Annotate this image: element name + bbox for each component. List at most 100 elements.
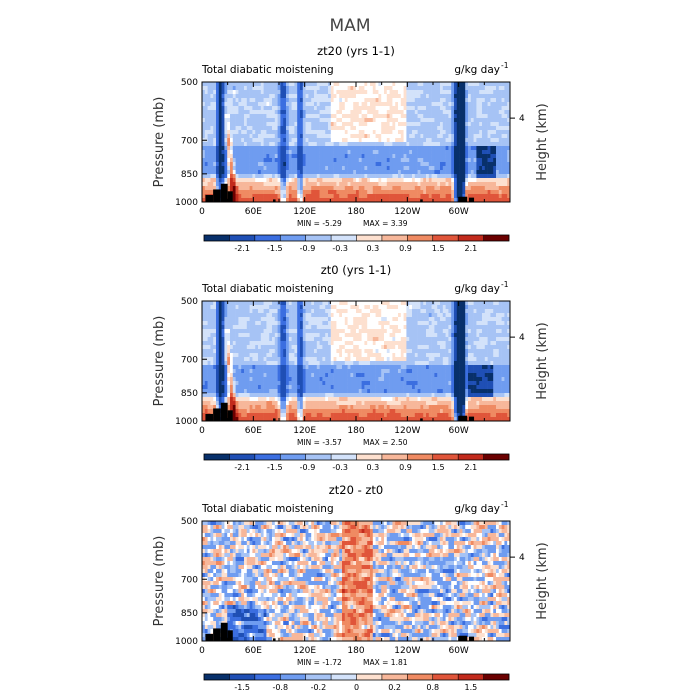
- heatmap-cell: [462, 82, 466, 87]
- heatmap-cell: [333, 182, 337, 187]
- heatmap-cell: [328, 337, 332, 342]
- heatmap-cell: [314, 142, 318, 147]
- heatmap-cell: [302, 337, 306, 342]
- heatmap-cell: [221, 126, 225, 131]
- heatmap-cell: [272, 313, 276, 318]
- heatmap-cell: [482, 110, 486, 115]
- heatmap-cell: [308, 142, 312, 147]
- heatmap-cell: [288, 349, 292, 354]
- heatmap-cell: [473, 198, 477, 203]
- heatmap-cell: [216, 309, 220, 314]
- heatmap-cell: [395, 158, 399, 163]
- heatmap-cell: [501, 86, 505, 91]
- heatmap-cell: [272, 174, 276, 179]
- heatmap-cell: [269, 122, 273, 127]
- heatmap-cell: [336, 102, 340, 107]
- heatmap-cell: [302, 357, 306, 362]
- heatmap-cell: [316, 146, 320, 151]
- heatmap-cell: [274, 162, 278, 167]
- heatmap-cell: [367, 194, 371, 199]
- heatmap-cell: [252, 102, 256, 107]
- heatmap-cell: [328, 106, 332, 111]
- heatmap-cell: [302, 313, 306, 318]
- heatmap-cell: [392, 146, 396, 151]
- heatmap-cell: [294, 309, 298, 314]
- heatmap-cell: [386, 94, 390, 99]
- heatmap-cell: [459, 98, 463, 103]
- heatmap-cell: [470, 90, 474, 95]
- heatmap-cell: [291, 114, 295, 119]
- heatmap-cell: [358, 158, 362, 163]
- heatmap-cell: [406, 110, 410, 115]
- heatmap-cell: [381, 341, 385, 346]
- heatmap-cell: [361, 150, 365, 155]
- heatmap-cell: [423, 317, 427, 322]
- heatmap-cell: [364, 170, 368, 175]
- heatmap-cell: [356, 138, 360, 143]
- heatmap-cell: [283, 162, 287, 167]
- heatmap-cell: [342, 122, 346, 127]
- heatmap-cell: [498, 174, 502, 179]
- heatmap-cell: [232, 190, 236, 195]
- heatmap-cell: [493, 178, 497, 183]
- heatmap-cell: [227, 321, 231, 326]
- heatmap-cell: [291, 325, 295, 330]
- heatmap-cell: [311, 98, 315, 103]
- y-tick-label: 700: [181, 136, 198, 146]
- heatmap-cell: [431, 138, 435, 143]
- heatmap-cell: [434, 198, 438, 203]
- heatmap-cell: [400, 305, 404, 310]
- heatmap-cell: [389, 154, 393, 159]
- heatmap-cell: [381, 182, 385, 187]
- heatmap-cell: [476, 313, 480, 318]
- heatmap-cell: [400, 118, 404, 123]
- heatmap-cell: [482, 178, 486, 183]
- heatmap-cell: [213, 186, 217, 191]
- heatmap-cell: [227, 138, 231, 143]
- heatmap-cell: [305, 98, 309, 103]
- heatmap-cell: [367, 174, 371, 179]
- heatmap-cell: [414, 114, 418, 119]
- heatmap-cell: [409, 130, 413, 135]
- heatmap-cell: [319, 337, 323, 342]
- heatmap-cell: [308, 86, 312, 91]
- heatmap-cell: [216, 98, 220, 103]
- heatmap-cell: [302, 106, 306, 111]
- heatmap-cell: [263, 353, 267, 358]
- heatmap-cell: [272, 114, 276, 119]
- heatmap-cell: [392, 94, 396, 99]
- heatmap-cell: [202, 150, 206, 155]
- heatmap-cell: [230, 321, 234, 326]
- heatmap-cell: [244, 154, 248, 159]
- heatmap-cell: [255, 198, 259, 203]
- heatmap-cell: [459, 102, 463, 107]
- heatmap-cell: [356, 146, 360, 151]
- heatmap-cell: [330, 134, 334, 139]
- heatmap-cell: [403, 301, 407, 306]
- heatmap-cell: [207, 114, 211, 119]
- heatmap-cell: [238, 138, 242, 143]
- heatmap-cell: [414, 86, 418, 91]
- heatmap-cell: [409, 154, 413, 159]
- heatmap-cell: [498, 353, 502, 358]
- heatmap-cell: [218, 158, 222, 163]
- heatmap-cell: [420, 122, 424, 127]
- heatmap-cell: [501, 305, 505, 310]
- heatmap-cell: [507, 138, 511, 143]
- heatmap-cell: [302, 118, 306, 123]
- heatmap-cell: [291, 122, 295, 127]
- heatmap-cell: [437, 126, 441, 131]
- heatmap-cell: [445, 162, 449, 167]
- heatmap-cell: [414, 329, 418, 334]
- heatmap-cell: [507, 198, 511, 203]
- heatmap-cell: [487, 98, 491, 103]
- heatmap-cell: [440, 122, 444, 127]
- heatmap-cell: [400, 329, 404, 334]
- heatmap-cell: [406, 341, 410, 346]
- heatmap-cell: [398, 82, 402, 87]
- heatmap-cell: [302, 114, 306, 119]
- heatmap-cell: [412, 110, 416, 115]
- heatmap-cell: [470, 333, 474, 338]
- heatmap-cell: [417, 305, 421, 310]
- colorbar-label: 0.3: [366, 244, 379, 253]
